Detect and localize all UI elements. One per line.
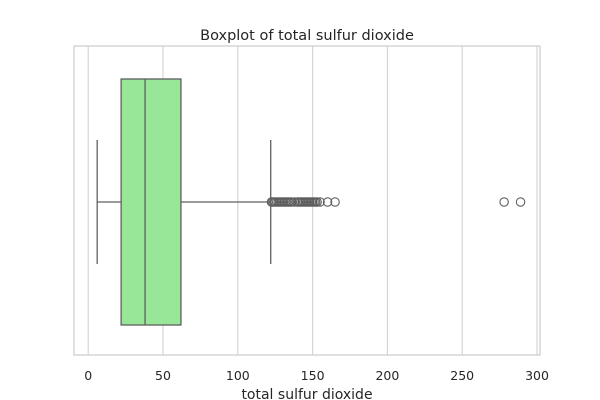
x-axis-label: total sulfur dioxide: [241, 387, 372, 400]
outlier-point: [289, 197, 300, 207]
x-tick-label: 0: [84, 368, 92, 383]
outlier-point: [330, 197, 340, 207]
outlier-point: [286, 197, 297, 207]
x-tick-label: 150: [301, 368, 325, 383]
outlier-point: [499, 197, 509, 207]
plot-area: [96, 78, 526, 326]
iqr-box: [120, 78, 182, 326]
outlier-point: [515, 197, 526, 207]
x-tick-label: 100: [226, 368, 250, 383]
axes-frame: [73, 45, 541, 356]
outlier-point: [312, 197, 322, 207]
x-tick-label: 300: [525, 368, 549, 383]
x-tick-labels: 0 50 100 150 200 250 300: [84, 368, 549, 383]
chart-title: Boxplot of total sulfur dioxide: [200, 28, 414, 44]
x-tick-label: 50: [155, 368, 171, 383]
outlier-point: [322, 197, 333, 207]
x-tick-label: 250: [450, 368, 474, 383]
x-tick-label: 200: [375, 368, 399, 383]
outlier-point: [315, 197, 325, 207]
